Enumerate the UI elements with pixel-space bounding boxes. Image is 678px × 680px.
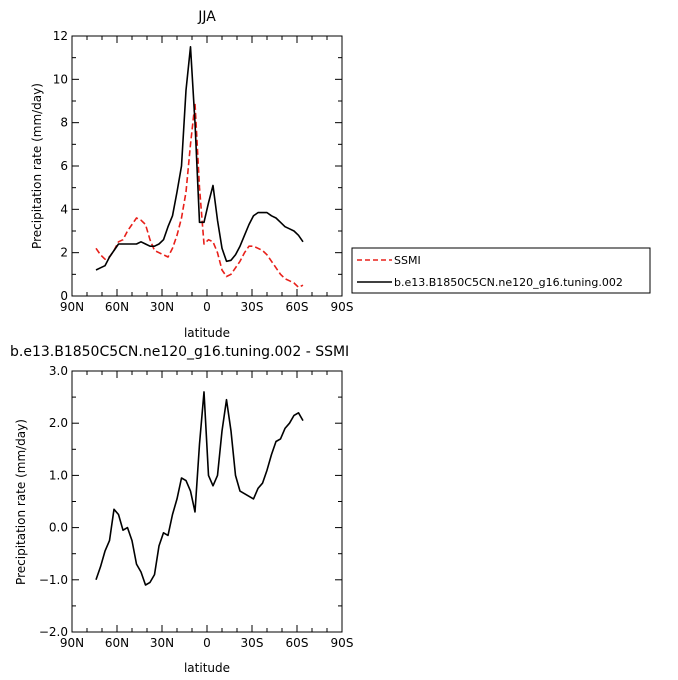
bottom-chart-title: b.e13.B1850C5CN.ne120_g16.tuning.002 - S…: [10, 344, 349, 360]
y-tick-label: 6: [60, 159, 68, 173]
x-tick-label: 30N: [150, 300, 174, 314]
x-tick-label: 60N: [105, 300, 129, 314]
y-tick-label: −2.0: [39, 625, 68, 639]
x-tick-label: 60N: [105, 636, 129, 650]
top-x-axis-label: latitude: [184, 326, 230, 340]
y-tick-label: 4: [60, 202, 68, 216]
chart-top: JJA 90N 60N 30N 0 30S 60S 90S 0 2 4 6 8 10 12 latitud…: [30, 9, 651, 340]
plot-frame: [71, 370, 343, 633]
x-tick-label: 30N: [150, 636, 174, 650]
x-tick-label: 90N: [60, 636, 84, 650]
x-tick-label: 30S: [241, 300, 264, 314]
y-tick-label: 2: [60, 246, 68, 260]
y-tick-label: 0.0: [49, 521, 68, 535]
x-tick-label: 30S: [241, 636, 264, 650]
bottom-x-axis-label: latitude: [184, 661, 230, 675]
y-tick-label: 0: [60, 289, 68, 303]
top-legend: SSMI b.e13.B1850C5CN.ne120_g16.tuning.00…: [351, 247, 651, 294]
series-line-0-1: [95, 45, 304, 271]
y-tick-label: 1.0: [49, 468, 68, 482]
bottom-y-axis-label: Precipitation rate (mm/day): [14, 419, 28, 585]
bottom-plot-area: 90N 60N 30N 0 30S 60S 90S −2.0 −1.0 0.0 1.0 2.0 3.0: [39, 364, 354, 650]
x-tick-label: 60S: [286, 636, 309, 650]
y-tick-label: 2.0: [49, 416, 68, 430]
x-tick-label: 0: [203, 636, 211, 650]
y-tick-label: 8: [60, 116, 68, 130]
y-tick-label: −1.0: [39, 573, 68, 587]
x-tick-label: 90N: [60, 300, 84, 314]
y-tick-label: 12: [53, 29, 68, 43]
plot-frame: [71, 35, 343, 297]
series-line-0-0: [95, 102, 304, 289]
y-tick-label: 3.0: [49, 364, 68, 378]
legend-box: [351, 247, 651, 294]
top-y-axis-label: Precipitation rate (mm/day): [30, 83, 44, 249]
top-chart-title: JJA: [197, 9, 216, 25]
series-line-1-0: [95, 391, 304, 586]
x-tick-label: 60S: [286, 300, 309, 314]
x-tick-label: 0: [203, 300, 211, 314]
x-tick-label: 90S: [331, 636, 354, 650]
legend-label-ssmi: SSMI: [394, 254, 421, 267]
y-tick-label: 10: [53, 72, 68, 86]
x-tick-label: 90S: [331, 300, 354, 314]
top-plot-area: 90N 60N 30N 0 30S 60S 90S 0 2 4 6 8 10 12: [53, 29, 354, 314]
legend-label-model: b.e13.B1850C5CN.ne120_g16.tuning.002: [394, 276, 623, 289]
chart-bottom: b.e13.B1850C5CN.ne120_g16.tuning.002 - S…: [10, 344, 353, 675]
